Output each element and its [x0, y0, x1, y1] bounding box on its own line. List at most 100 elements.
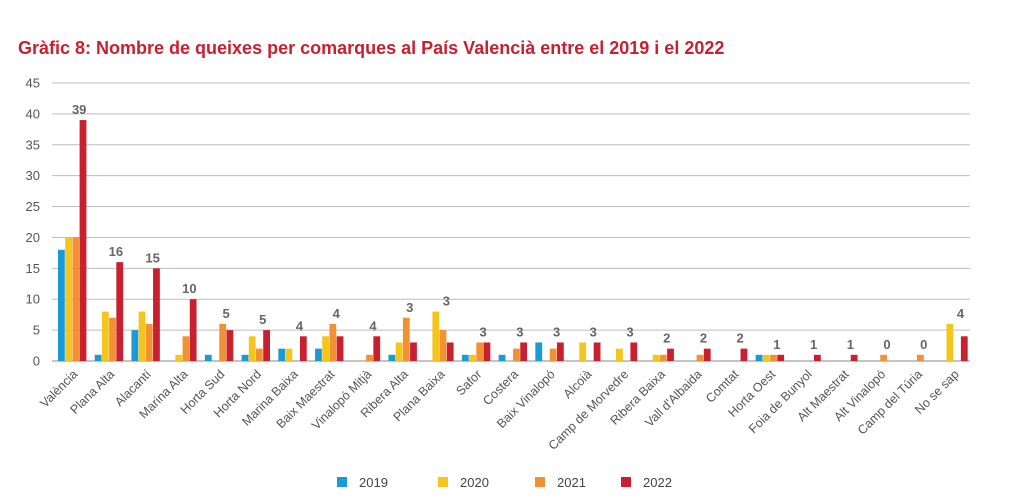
- bar: [248, 336, 256, 361]
- data-label: 0: [883, 337, 890, 352]
- data-label: 2: [737, 331, 744, 346]
- x-tick-label: Foia de Bunyol: [746, 367, 815, 436]
- data-label: 2: [700, 331, 707, 346]
- bar: [101, 311, 109, 361]
- data-label: 4: [296, 318, 304, 333]
- y-tick-label: 20: [26, 230, 40, 245]
- y-tick-label: 25: [26, 199, 40, 214]
- bar: [153, 268, 160, 361]
- data-label: 1: [810, 337, 817, 352]
- bar: [880, 354, 888, 361]
- data-label: 3: [406, 300, 413, 315]
- bar: [667, 348, 674, 361]
- bar: [652, 354, 660, 361]
- data-label: 4: [369, 318, 377, 333]
- bar: [498, 354, 506, 361]
- bar: [770, 354, 777, 361]
- y-tick-label: 35: [26, 137, 40, 152]
- data-label: 0: [920, 337, 927, 352]
- data-label: 1: [773, 337, 780, 352]
- bar: [432, 311, 440, 361]
- bar: [483, 342, 491, 361]
- data-label: 15: [145, 250, 159, 265]
- data-label: 5: [259, 312, 266, 327]
- data-label: 3: [480, 324, 487, 339]
- bar: [322, 336, 330, 361]
- bar: [263, 330, 270, 361]
- bar: [960, 336, 968, 361]
- bar: [94, 354, 102, 361]
- legend-label: 2020: [460, 475, 489, 490]
- bar: [439, 330, 447, 361]
- x-tick-label: Camp del Túria: [855, 367, 925, 437]
- data-label: 2: [663, 331, 670, 346]
- x-tick-label: Safor: [453, 367, 484, 398]
- bar: [219, 323, 227, 361]
- bar: [285, 348, 293, 361]
- bar: [549, 348, 557, 361]
- bar: [373, 336, 381, 361]
- bar: [777, 354, 785, 361]
- data-label: 16: [109, 244, 123, 259]
- bar: [138, 311, 146, 361]
- bar: [204, 354, 212, 361]
- bar: [79, 120, 87, 361]
- legend-swatch: [438, 477, 448, 487]
- bar: [476, 342, 484, 361]
- bar: [145, 323, 153, 361]
- bar: [329, 323, 337, 361]
- bar: [189, 299, 197, 361]
- bar: [630, 342, 638, 361]
- chart-title: Gràfic 8: Nombre de queixes per comarque…: [18, 38, 725, 58]
- bar: [520, 342, 528, 361]
- bar: [410, 342, 417, 361]
- y-tick-label: 0: [33, 354, 40, 369]
- bar: [256, 348, 263, 361]
- y-tick-label: 15: [26, 261, 40, 276]
- bar: [556, 342, 564, 361]
- bar: [740, 348, 748, 361]
- bar: [299, 336, 307, 361]
- bar: [755, 354, 763, 361]
- bar: [469, 354, 476, 361]
- bar: [513, 348, 520, 361]
- y-tick-label: 45: [26, 76, 40, 91]
- bar: [814, 354, 821, 361]
- data-label: 10: [182, 281, 196, 296]
- legend-swatch: [621, 477, 631, 487]
- bar: [116, 262, 124, 361]
- bar: [850, 354, 858, 361]
- bar: [131, 330, 139, 361]
- bar: [946, 323, 954, 361]
- bars: [58, 120, 968, 361]
- bar: [336, 336, 344, 361]
- legend-swatch: [337, 477, 347, 487]
- bar: [72, 237, 80, 361]
- bar: [395, 342, 403, 361]
- bar: [65, 237, 72, 361]
- bar: [616, 348, 623, 361]
- data-label: 39: [72, 102, 86, 117]
- y-tick-label: 10: [26, 292, 40, 307]
- legend: 2019 2020 2021 2022: [337, 475, 672, 490]
- bar: [762, 354, 770, 361]
- bar: [182, 336, 190, 361]
- legend-label: 2021: [557, 475, 586, 490]
- bar: [535, 342, 543, 361]
- bar: [696, 354, 704, 361]
- data-label: 4: [957, 306, 965, 321]
- data-label: 3: [626, 324, 633, 339]
- y-tick-label: 5: [33, 323, 40, 338]
- bar: [58, 249, 65, 361]
- data-label: 1: [847, 337, 854, 352]
- bar: [175, 354, 183, 361]
- bar: [402, 317, 410, 361]
- y-tick-label: 40: [26, 106, 40, 121]
- data-label: 4: [333, 306, 341, 321]
- bar: [703, 348, 711, 361]
- data-label: 3: [590, 324, 597, 339]
- bar: [579, 342, 587, 361]
